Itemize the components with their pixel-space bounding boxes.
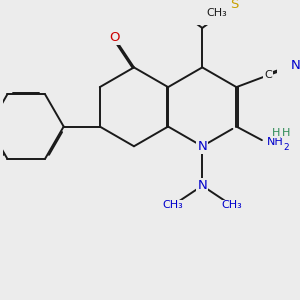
Text: O: O [109,31,119,44]
Text: NH: NH [267,137,284,147]
Text: CH₃: CH₃ [221,200,242,210]
Text: 2: 2 [283,143,289,152]
Text: C: C [264,70,272,80]
Text: S: S [230,0,238,11]
Text: H: H [281,128,290,138]
Text: CH₃: CH₃ [162,200,183,210]
Text: N: N [291,59,300,72]
Text: H: H [272,128,280,138]
Text: N: N [197,140,207,153]
Text: N: N [197,179,207,192]
Text: CH₃: CH₃ [207,8,227,18]
